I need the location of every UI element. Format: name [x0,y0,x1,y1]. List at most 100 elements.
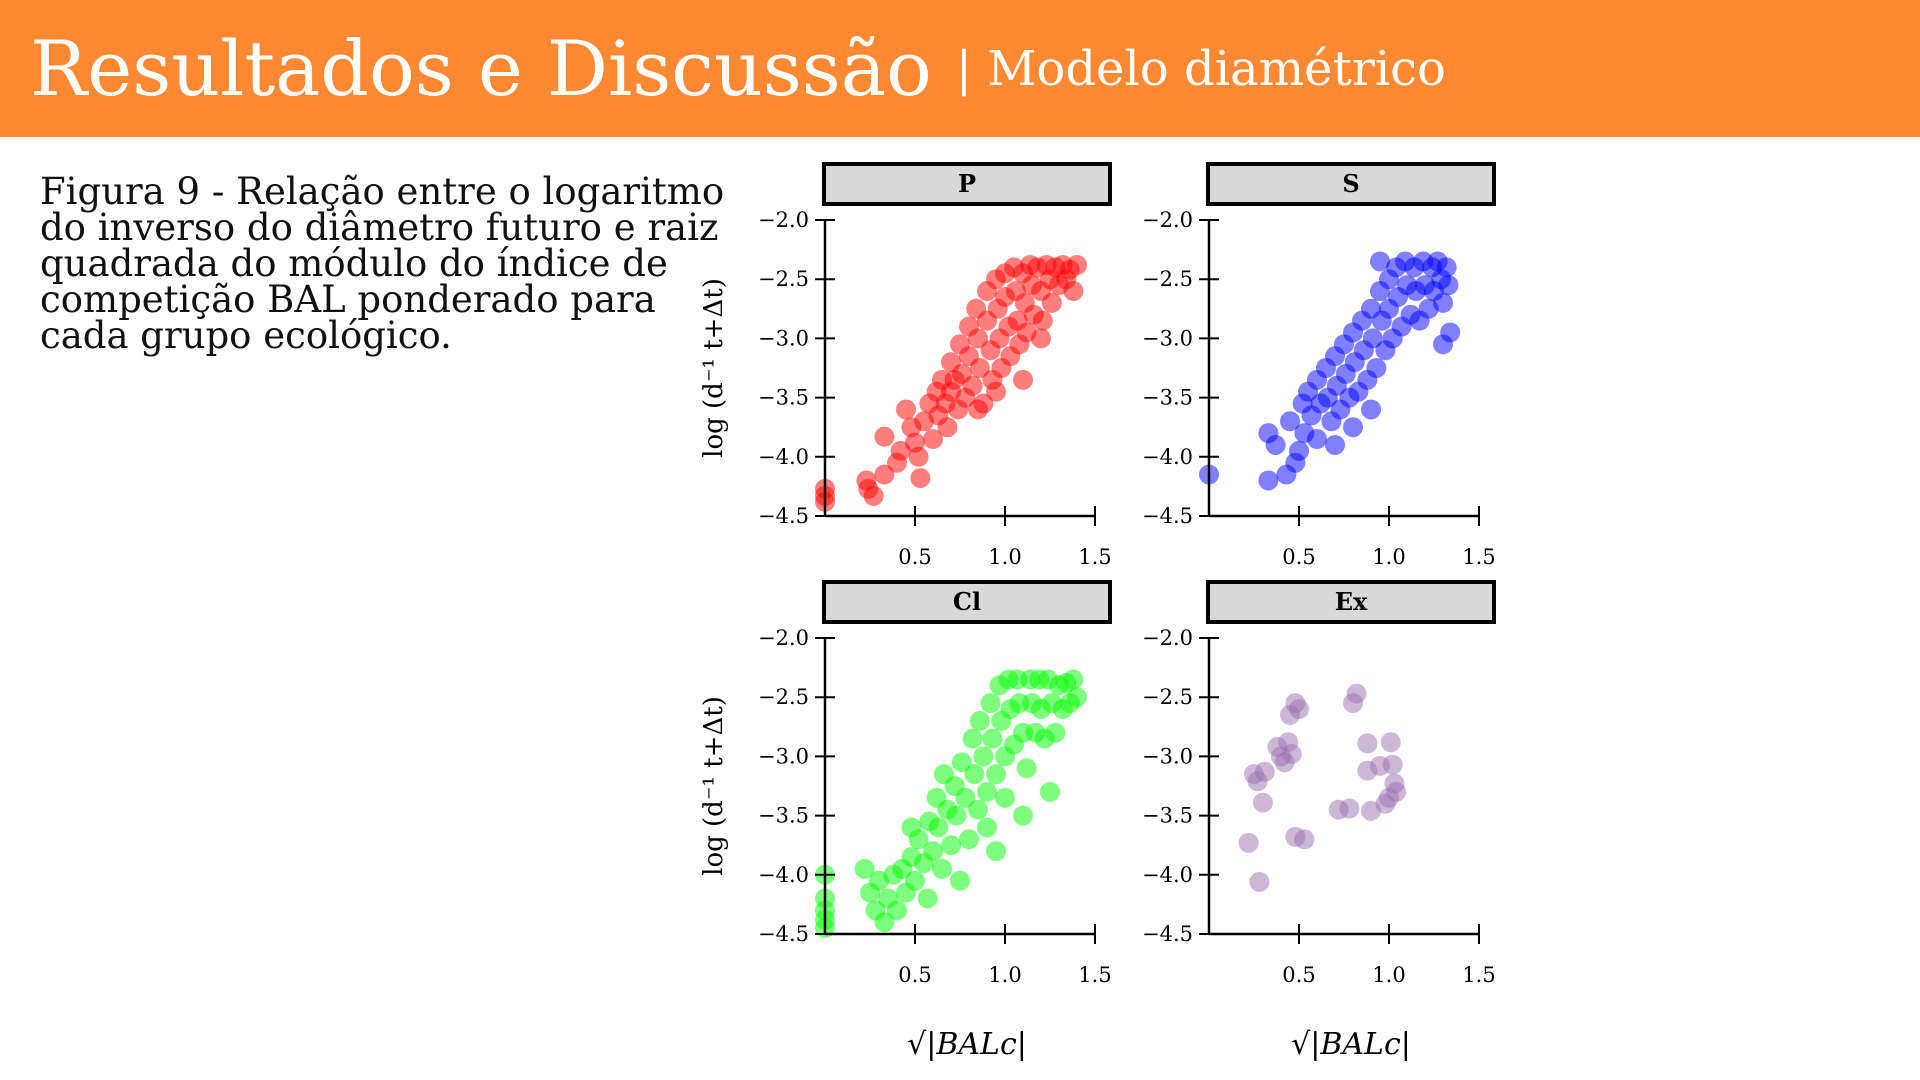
data-point [910,468,931,489]
data-point [1433,292,1453,313]
data-point [1280,411,1300,432]
panel-cl: Cl −2.0 −2.5 −3.0 −3.5 −4.0 −4.5 0.5 1.0 1.5 log (… [699,580,1112,1062]
data-point [874,464,895,485]
data-point [1013,369,1033,390]
data-point [1067,254,1087,275]
y-tick-label: −4.0 [1142,863,1193,887]
data-point [1289,699,1309,720]
panel-strip-label: S [1342,169,1359,198]
figure-caption: Figura 9 - Relação entre o logaritmo do … [40,170,725,357]
data-point [1045,722,1066,743]
data-point [1063,669,1084,690]
data-point [1016,758,1037,779]
data-point [1254,761,1275,782]
data-point [1346,683,1367,704]
data-point [962,728,983,749]
data-point [1031,328,1051,349]
data-point [1032,310,1053,331]
x-tick-label: 1.5 [1078,545,1111,569]
y-tick-label: −4.5 [1142,504,1193,528]
data-point [946,805,967,826]
panel-strip [822,580,1112,624]
data-point [1380,732,1401,753]
data-point [1063,281,1084,302]
data-point [896,399,916,420]
data-point [1438,275,1459,296]
data-point [1357,733,1378,754]
panel-strip [1206,580,1496,624]
data-point [908,829,929,850]
data-point [1238,832,1259,853]
data-point [1362,328,1383,349]
x-axis-label: √|BALc| [907,1027,1027,1062]
data-point [980,693,1001,714]
y-tick-label: −2.5 [758,685,809,709]
data-point [1386,781,1407,802]
y-tick-label: −4.0 [758,863,809,887]
y-tick-label: −3.5 [1142,386,1193,410]
data-point [977,781,997,802]
y-tick-label: −3.0 [1142,326,1193,350]
data-point [1366,358,1387,378]
data-point [863,485,884,506]
x-tick-label: 1.0 [988,545,1021,569]
panel-strip [822,162,1112,206]
y-axis-label: log (d⁻¹ t+Δt) [699,278,729,458]
data-point [969,358,990,378]
panel-strip-label: Cl [953,587,981,616]
y-tick-label: −4.0 [1142,445,1193,469]
x-tick-label: 1.5 [1078,963,1111,987]
data-point [1041,292,1062,313]
data-point [986,381,1006,402]
data-point [1294,829,1315,850]
y-tick-label: −2.5 [758,267,809,291]
points-cl [815,669,1087,939]
data-point [937,417,958,438]
points-ex [1238,683,1407,892]
data-point [1436,257,1457,278]
data-point [923,429,943,450]
data-point [874,426,895,447]
x-axis-label: √|BALc| [1291,1027,1411,1062]
y-axis-label: log (d⁻¹ t+Δt) [699,696,729,876]
data-point [973,746,994,767]
y-tick-label: −2.0 [1142,208,1193,232]
data-point [1339,798,1360,819]
data-point [1013,805,1033,826]
x-tick-label: 0.5 [898,545,931,569]
data-point [977,817,997,838]
data-point [905,870,925,891]
x-tick-label: 1.0 [1372,545,1405,569]
x-tick-label: 0.5 [898,963,931,987]
panel-s: S −2.0 −2.5 −3.0 −3.5 −4.0 −4.5 0.5 1.0 1.5 [1142,162,1496,569]
y-tick-label: −2.5 [1142,267,1193,291]
data-point [986,841,1006,862]
points-s [1199,251,1461,491]
header-bar: Resultados e Discussão | Modelo diamétri… [0,0,1920,137]
data-point [968,399,988,420]
data-point [968,799,988,820]
data-point [1307,429,1327,450]
panel-p: P −2.0 −2.5 −3.0 −3.5 −4.0 −4.5 0.5 1.0 1.5 log (d… [699,162,1112,569]
y-tick-label: −2.0 [758,208,809,232]
data-point [964,764,985,785]
data-point [1289,440,1309,461]
data-point [995,787,1015,808]
data-point [955,787,976,808]
data-point [1433,334,1453,355]
y-tick-label: −3.5 [758,804,809,828]
panel-strip [1206,162,1496,206]
x-tick-label: 0.5 [1282,963,1315,987]
data-point [986,764,1006,785]
data-point [854,858,875,879]
x-tick-label: 1.0 [988,963,1021,987]
data-point [1370,251,1390,272]
data-point [941,835,961,856]
data-point [928,817,949,838]
data-point [982,728,1003,749]
y-tick-label: −4.5 [1142,922,1193,946]
data-point [1040,781,1060,802]
data-point [908,446,929,467]
x-tick-label: 1.5 [1462,963,1495,987]
x-tick-label: 1.5 [1462,545,1495,569]
